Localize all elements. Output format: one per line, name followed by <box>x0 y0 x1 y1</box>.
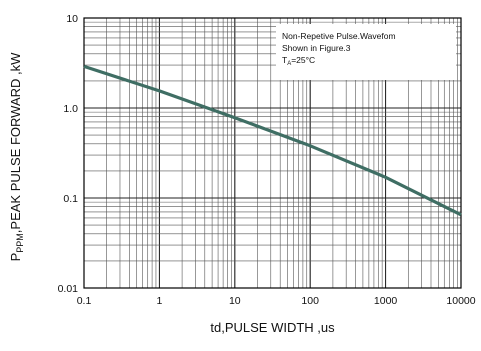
series-layer <box>83 64 462 217</box>
y-axis-label-text: ,PEAK PULSE FORWARD ,kW <box>8 52 23 233</box>
x-tick-label: 1 <box>156 295 162 307</box>
annotation-temp-subscript: A <box>287 61 291 67</box>
annotation-temp-value: =25°C <box>291 55 315 65</box>
series-line <box>83 64 462 217</box>
x-tick-label: 0.1 <box>77 295 92 307</box>
x-tick-label: 10 <box>229 295 241 307</box>
y-axis-label: PPPM,PEAK PULSE FORWARD ,kW <box>8 52 25 262</box>
plot-frame <box>83 17 462 289</box>
annotation-line-3: TA=25°C <box>282 55 315 67</box>
x-tick-label: 1000 <box>374 295 398 307</box>
y-tick-label: 0.01 <box>58 283 79 295</box>
annotation-line-2: Shown in Figure.3 <box>282 43 351 53</box>
x-axis-label: td,PULSE WIDTH ,us <box>210 320 335 335</box>
x-tick-label: 100 <box>301 295 319 307</box>
y-tick-label: 1.0 <box>63 103 78 115</box>
annotation-temp-symbol: T <box>282 55 287 65</box>
y-tick-label: 10 <box>66 13 78 25</box>
y-axis-label-symbol: P <box>8 253 23 262</box>
annotation-box: Non-Repetive Pulse.Wavefom Shown in Figu… <box>276 24 456 80</box>
y-axis-label-subscript: PPM <box>15 233 25 253</box>
y-tick-label: 0.1 <box>63 193 78 205</box>
annotation-line-1: Non-Repetive Pulse.Wavefom <box>282 31 396 41</box>
annotation-background <box>276 24 456 80</box>
x-tick-label: 10000 <box>446 295 475 307</box>
